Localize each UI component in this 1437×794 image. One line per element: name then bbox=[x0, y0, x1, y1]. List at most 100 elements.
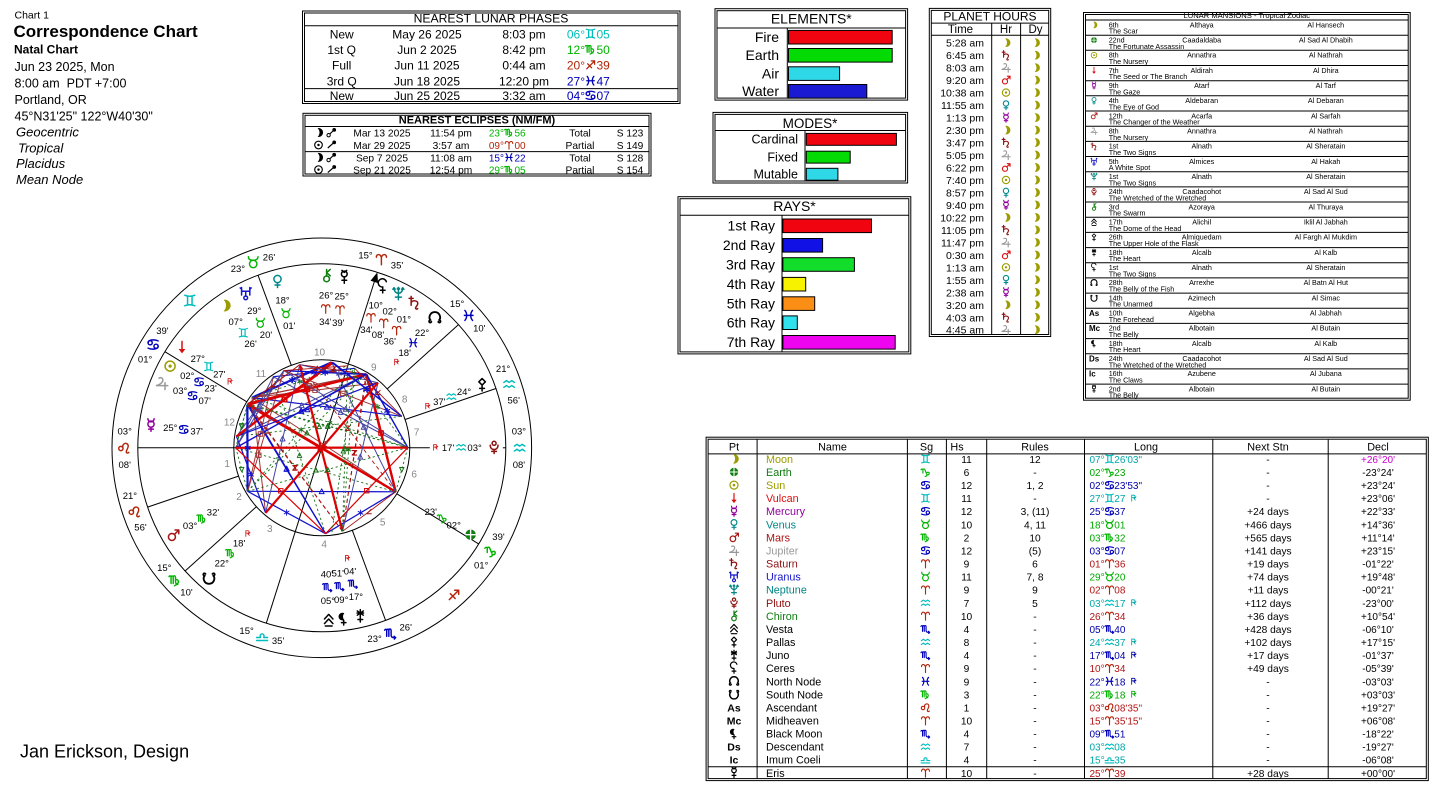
svg-text:8: 8 bbox=[402, 395, 408, 406]
svg-text:18°: 18° bbox=[1090, 520, 1105, 531]
svg-text:Natal Chart: Natal Chart bbox=[14, 43, 78, 57]
svg-text:Atarf: Atarf bbox=[1194, 81, 1209, 90]
svg-text:The Unarmed: The Unarmed bbox=[1109, 300, 1153, 309]
svg-text:Alcalb: Alcalb bbox=[1192, 248, 1212, 257]
svg-text:20: 20 bbox=[1114, 573, 1126, 584]
svg-text:01°: 01° bbox=[138, 354, 153, 365]
svg-text:03°: 03° bbox=[118, 427, 133, 438]
svg-text:Mar 13 2025: Mar 13 2025 bbox=[353, 129, 411, 140]
svg-text:+466 days: +466 days bbox=[1244, 520, 1291, 531]
svg-text:03°: 03° bbox=[1090, 703, 1105, 714]
svg-text:-: - bbox=[1266, 481, 1269, 492]
svg-text:The Heart: The Heart bbox=[1109, 345, 1141, 354]
svg-text:18: 18 bbox=[1114, 677, 1126, 688]
svg-text:Al Butain: Al Butain bbox=[1311, 324, 1340, 333]
svg-text:00: 00 bbox=[515, 141, 527, 152]
svg-text:+74 days: +74 days bbox=[1247, 573, 1289, 584]
svg-text:MODES*: MODES* bbox=[783, 116, 839, 131]
svg-text:Almices: Almices bbox=[1189, 157, 1215, 166]
svg-text:27°: 27° bbox=[191, 354, 206, 365]
svg-text:10°: 10° bbox=[369, 300, 384, 311]
svg-text:6: 6 bbox=[1032, 560, 1038, 571]
svg-text:The Forehead: The Forehead bbox=[1109, 315, 1154, 324]
svg-text:-: - bbox=[1033, 664, 1036, 675]
svg-text:39: 39 bbox=[1114, 769, 1126, 780]
svg-text:21°: 21° bbox=[496, 364, 511, 375]
svg-text:45°N31'25" 122°W40'30": 45°N31'25" 122°W40'30" bbox=[15, 109, 153, 123]
svg-text:Fire: Fire bbox=[755, 29, 779, 45]
svg-text:-: - bbox=[1033, 743, 1036, 754]
svg-text:Albotain: Albotain bbox=[1189, 384, 1215, 393]
svg-text:23': 23' bbox=[204, 383, 217, 394]
svg-text:27°: 27° bbox=[567, 74, 585, 88]
svg-text:23: 23 bbox=[1114, 468, 1126, 479]
svg-text:06°: 06° bbox=[567, 27, 585, 41]
svg-text:09°: 09° bbox=[334, 595, 349, 606]
svg-text:3:57 am: 3:57 am bbox=[433, 141, 470, 152]
svg-text:15°: 15° bbox=[358, 250, 373, 261]
svg-text:03°: 03° bbox=[512, 427, 527, 438]
svg-text:Ic: Ic bbox=[1089, 370, 1096, 379]
svg-text:-: - bbox=[1266, 677, 1269, 688]
svg-text:17°: 17° bbox=[349, 592, 364, 603]
svg-text:Mars: Mars bbox=[766, 532, 791, 544]
svg-text:50: 50 bbox=[597, 43, 611, 57]
svg-text:10: 10 bbox=[314, 347, 326, 358]
svg-text:4:03 am: 4:03 am bbox=[946, 312, 984, 324]
svg-text:-06°08': -06°08' bbox=[1362, 756, 1394, 767]
svg-text:2: 2 bbox=[236, 492, 242, 503]
svg-text:Pt: Pt bbox=[729, 442, 739, 454]
svg-text:08'35": 08'35" bbox=[1114, 703, 1142, 714]
svg-text:01°: 01° bbox=[397, 314, 412, 325]
svg-text:-: - bbox=[1033, 638, 1036, 649]
svg-text:Hr: Hr bbox=[1000, 24, 1012, 36]
svg-text:35': 35' bbox=[391, 260, 404, 271]
svg-text:Jun 25 2025: Jun 25 2025 bbox=[394, 89, 460, 103]
svg-text:02°: 02° bbox=[447, 520, 462, 531]
svg-text:25°: 25° bbox=[163, 423, 178, 434]
svg-text:North Node: North Node bbox=[766, 676, 821, 688]
svg-text:23°: 23° bbox=[231, 264, 246, 275]
svg-text:May 26 2025: May 26 2025 bbox=[392, 27, 462, 41]
svg-text:Air: Air bbox=[762, 65, 779, 81]
svg-text:02°: 02° bbox=[383, 306, 398, 317]
svg-text:05: 05 bbox=[597, 27, 611, 41]
svg-text:Partial: Partial bbox=[566, 141, 595, 152]
svg-text:Al Jubana: Al Jubana bbox=[1310, 369, 1342, 378]
svg-text:Chart 1: Chart 1 bbox=[15, 10, 50, 22]
svg-text:12: 12 bbox=[961, 507, 973, 518]
svg-text:Albotain: Albotain bbox=[1189, 324, 1215, 333]
svg-text:Annathra: Annathra bbox=[1187, 51, 1216, 60]
svg-text:Al Simac: Al Simac bbox=[1312, 293, 1341, 302]
svg-text:Alnath: Alnath bbox=[1192, 142, 1212, 151]
svg-text:Total: Total bbox=[569, 129, 591, 140]
svg-text:26': 26' bbox=[263, 253, 276, 264]
svg-text:+26°20': +26°20' bbox=[1361, 455, 1395, 466]
svg-text:5:05 pm: 5:05 pm bbox=[946, 150, 984, 162]
svg-text:Al Butain: Al Butain bbox=[1311, 384, 1340, 393]
svg-text:-: - bbox=[1033, 717, 1036, 728]
svg-text:Ascendant: Ascendant bbox=[766, 702, 817, 714]
svg-text:09°: 09° bbox=[1090, 730, 1105, 741]
svg-text:34': 34' bbox=[319, 317, 332, 328]
svg-text:1st Ray: 1st Ray bbox=[728, 218, 775, 234]
svg-text:Tropical: Tropical bbox=[18, 140, 64, 155]
svg-text:The Swarm: The Swarm bbox=[1109, 209, 1146, 218]
svg-text:05: 05 bbox=[515, 166, 527, 177]
svg-text:The Claws: The Claws bbox=[1109, 376, 1143, 385]
svg-text:Jan Erickson, Design: Jan Erickson, Design bbox=[20, 742, 189, 762]
svg-text:Al Debaran: Al Debaran bbox=[1308, 96, 1344, 105]
svg-text:Al Nathrah: Al Nathrah bbox=[1309, 51, 1343, 60]
svg-text:Al Hakah: Al Hakah bbox=[1311, 157, 1340, 166]
svg-text:Al Sheratain: Al Sheratain bbox=[1306, 263, 1345, 272]
svg-text:New: New bbox=[330, 27, 354, 41]
svg-text:Full: Full bbox=[332, 59, 351, 73]
svg-text:11:08 am: 11:08 am bbox=[430, 153, 472, 164]
svg-text:26': 26' bbox=[400, 622, 413, 633]
svg-text:27°: 27° bbox=[1090, 494, 1105, 505]
svg-text:Jupiter: Jupiter bbox=[766, 546, 799, 558]
svg-text:39': 39' bbox=[492, 532, 505, 543]
svg-text:Juno: Juno bbox=[766, 650, 789, 662]
svg-text:Althaya: Althaya bbox=[1190, 20, 1214, 29]
svg-text:36: 36 bbox=[1114, 560, 1126, 571]
